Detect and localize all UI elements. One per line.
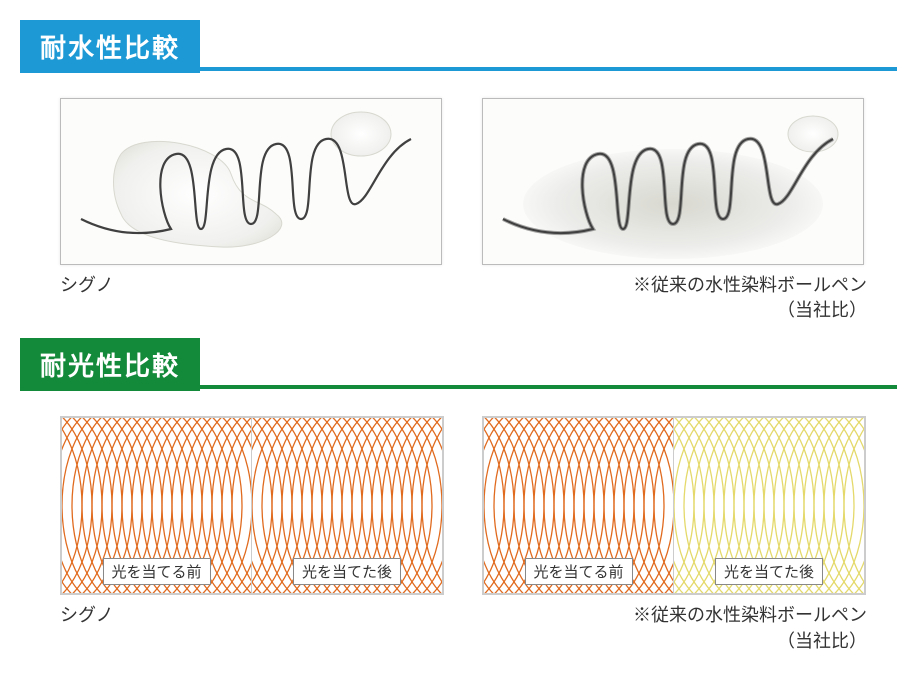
right-caption: ※従来の水性染料ボールペン （当社比） — [482, 273, 867, 323]
after-label: 光を当てた後 — [293, 558, 401, 585]
conventional-water-photo — [482, 98, 864, 265]
conventional-light-pair: 光を当てる前 光を当てた後 — [482, 416, 866, 595]
caption-line1: ※従来の水性染料ボールペン — [633, 605, 867, 625]
after-sample: 光を当てた後 — [252, 418, 442, 593]
right-sample: 光を当てる前 光を当てた後 ※従来の水性染料ボールペン （当社比） — [482, 416, 867, 653]
light-resistance-row: 光を当てる前 光を当てた後 シグノ 光を当てる前 光を当てた後 ※従来の水性染料… — [20, 416, 897, 653]
left-sample: シグノ — [60, 98, 445, 323]
before-label: 光を当てる前 — [102, 558, 210, 585]
right-caption: ※従来の水性染料ボールペン （当社比） — [482, 603, 867, 653]
left-caption: シグノ — [60, 603, 445, 628]
signo-light-pair: 光を当てる前 光を当てた後 — [60, 416, 444, 595]
before-sample: 光を当てる前 — [62, 418, 252, 593]
section-title: 耐水性比較 — [20, 20, 200, 73]
water-resistance-row: シグノ — [20, 98, 897, 323]
left-caption: シグノ — [60, 273, 445, 298]
section-title: 耐光性比較 — [20, 338, 200, 391]
after-sample: 光を当てた後 — [674, 418, 864, 593]
before-sample: 光を当てる前 — [484, 418, 674, 593]
caption-line2: （当社比） — [777, 300, 867, 320]
after-label: 光を当てた後 — [715, 558, 823, 585]
caption-line1: ※従来の水性染料ボールペン — [633, 275, 867, 295]
left-sample: 光を当てる前 光を当てた後 シグノ — [60, 416, 445, 653]
light-resistance-header: 耐光性比較 — [20, 338, 897, 391]
right-sample: ※従来の水性染料ボールペン （当社比） — [482, 98, 867, 323]
water-resistance-header: 耐水性比較 — [20, 20, 897, 73]
caption-line2: （当社比） — [777, 631, 867, 651]
signo-water-photo — [60, 98, 442, 265]
header-rule — [200, 20, 897, 71]
before-label: 光を当てる前 — [524, 558, 632, 585]
header-rule — [200, 338, 897, 389]
